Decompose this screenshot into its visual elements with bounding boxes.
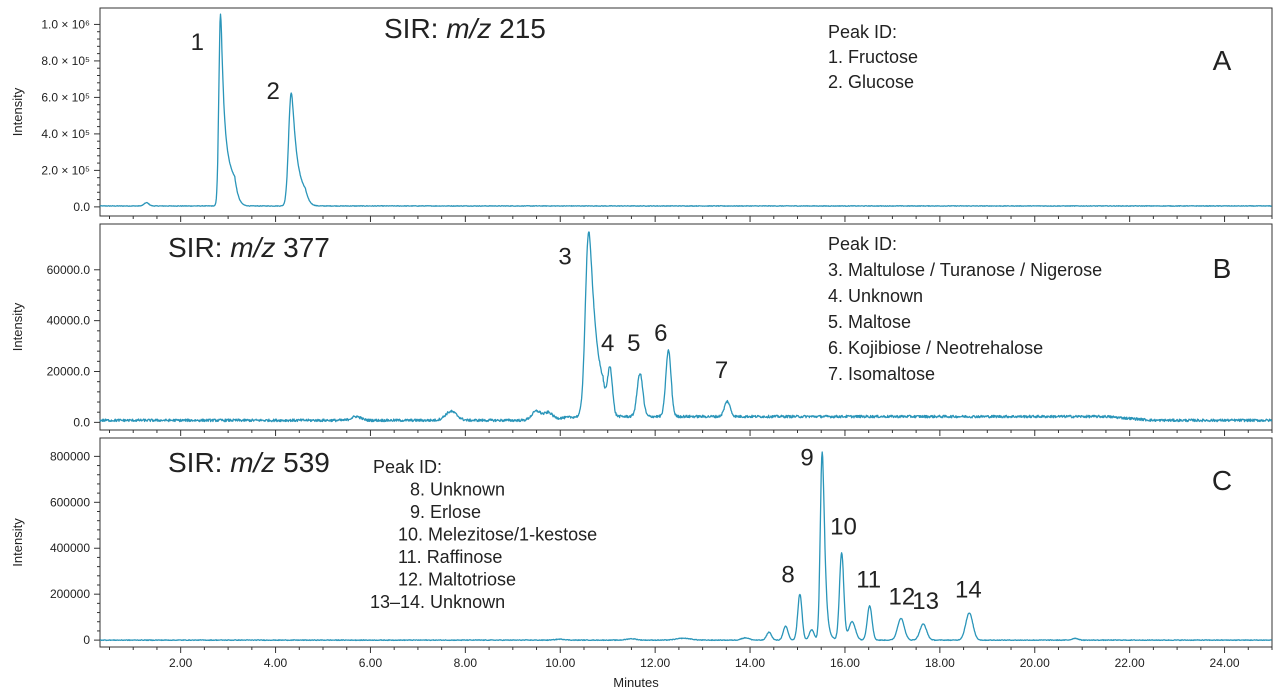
legend-item: 6. Kojibiose / Neotrehalose bbox=[828, 338, 1043, 358]
y-tick-label: 0 bbox=[83, 633, 90, 647]
y-tick-label: 60000.0 bbox=[47, 263, 91, 277]
sir-mz: m/z bbox=[446, 13, 491, 44]
legend-item: 7. Isomaltose bbox=[828, 364, 935, 384]
legend-title: Peak ID: bbox=[828, 22, 897, 42]
y-tick-label: 6.0 × 10⁵ bbox=[41, 90, 90, 104]
x-tick-label: 2.00 bbox=[169, 656, 193, 670]
y-tick-label: 4.0 × 10⁵ bbox=[41, 127, 90, 141]
sir-title: SIR: m/z 377 bbox=[168, 232, 330, 263]
x-tick-label: 12.00 bbox=[640, 656, 670, 670]
legend-item: 12. Maltotriose bbox=[398, 570, 516, 590]
x-tick-label: 16.00 bbox=[830, 656, 860, 670]
x-tick-label: 18.00 bbox=[925, 656, 955, 670]
x-tick-label: 24.00 bbox=[1210, 656, 1240, 670]
sir-value: 539 bbox=[275, 447, 330, 478]
y-tick-label: 0.0 bbox=[73, 415, 90, 429]
x-tick-label: 22.00 bbox=[1115, 656, 1145, 670]
y-tick-label: 20000.0 bbox=[47, 365, 91, 379]
y-tick-label: 2.0 × 10⁵ bbox=[41, 163, 90, 177]
peak-label: 12 bbox=[889, 584, 916, 611]
y-tick-label: 400000 bbox=[50, 541, 90, 555]
sir-prefix: SIR: bbox=[168, 232, 230, 263]
y-tick-label: 800000 bbox=[50, 449, 90, 463]
panel-letter: B bbox=[1213, 253, 1232, 284]
y-tick-label: 0.0 bbox=[73, 200, 90, 214]
trace-line bbox=[99, 451, 1273, 642]
sir-mz: m/z bbox=[230, 232, 275, 263]
peak-label: 10 bbox=[830, 513, 857, 540]
legend-title: Peak ID: bbox=[828, 234, 897, 254]
peak-label: 11 bbox=[856, 566, 881, 593]
legend-item: 1. Fructose bbox=[828, 47, 918, 67]
x-tick-label: 14.00 bbox=[735, 656, 765, 670]
y-axis-title: Intensity bbox=[10, 87, 25, 136]
panel-frame bbox=[99, 223, 1273, 431]
x-tick-label: 20.00 bbox=[1020, 656, 1050, 670]
y-tick-label: 600000 bbox=[50, 495, 90, 509]
sir-mz: m/z bbox=[230, 447, 275, 478]
sir-prefix: SIR: bbox=[384, 13, 446, 44]
sir-title: SIR: m/z 215 bbox=[384, 13, 546, 44]
peak-label: 2 bbox=[267, 78, 280, 105]
x-tick-label: 10.00 bbox=[545, 656, 575, 670]
legend-item: 2. Glucose bbox=[828, 72, 914, 92]
sir-title: SIR: m/z 539 bbox=[168, 447, 330, 478]
peak-label: 6 bbox=[654, 320, 667, 347]
legend-item: 5. Maltose bbox=[828, 312, 911, 332]
trace-line bbox=[99, 13, 1272, 207]
y-axis-title: Intensity bbox=[10, 302, 25, 351]
peak-label: 13 bbox=[912, 588, 939, 615]
peak-label: 8 bbox=[781, 562, 794, 589]
y-tick-label: 8.0 × 10⁵ bbox=[41, 54, 90, 68]
panel-frame bbox=[99, 437, 1273, 648]
legend-item: 9. Erlose bbox=[410, 502, 481, 522]
x-axis-title: Minutes bbox=[613, 675, 659, 690]
y-tick-label: 200000 bbox=[50, 587, 90, 601]
peak-label: 7 bbox=[715, 357, 728, 384]
legend-item: 10. Melezitose/1-kestose bbox=[398, 525, 597, 545]
y-tick-label: 1.0 × 10⁶ bbox=[41, 17, 90, 31]
sir-prefix: SIR: bbox=[168, 447, 230, 478]
sir-value: 215 bbox=[491, 13, 546, 44]
x-tick-label: 4.00 bbox=[264, 656, 288, 670]
panel-b: 0.0 20000.0 40000.0 60000.0 Intensity SIR: m/… bbox=[10, 223, 1273, 436]
peak-label: 5 bbox=[627, 330, 640, 357]
panel-a: 0.0 2.0 × 10⁵ 4.0 × 10⁵ 6.0 × 10⁵ 8.0 × 10⁵ 1… bbox=[10, 7, 1273, 222]
panel-frame bbox=[99, 7, 1273, 217]
panel-c: 0 200000 400000 600000 800000 Intensity SIR: m… bbox=[10, 437, 1273, 653]
peak-label: 1 bbox=[191, 29, 204, 56]
legend-item: 13–14. Unknown bbox=[370, 592, 505, 612]
legend-item: 11. Raffinose bbox=[398, 547, 502, 567]
x-tick-label: 8.00 bbox=[454, 656, 478, 670]
panel-letter: C bbox=[1212, 465, 1232, 496]
trace-line bbox=[99, 231, 1273, 423]
sir-value: 377 bbox=[275, 232, 330, 263]
y-axis-title: Intensity bbox=[10, 518, 25, 567]
peak-label: 4 bbox=[601, 330, 614, 357]
peak-label: 14 bbox=[955, 577, 982, 604]
peak-label: 9 bbox=[800, 445, 813, 472]
panel-letter: A bbox=[1213, 45, 1232, 76]
x-tick-label: 6.00 bbox=[359, 656, 383, 670]
legend-item: 3. Maltulose / Turanose / Nigerose bbox=[828, 260, 1102, 280]
y-tick-label: 40000.0 bbox=[47, 314, 91, 328]
legend-item: 8. Unknown bbox=[410, 480, 505, 500]
peak-label: 3 bbox=[558, 244, 571, 271]
legend-title: Peak ID: bbox=[373, 457, 442, 477]
legend-item: 4. Unknown bbox=[828, 286, 923, 306]
